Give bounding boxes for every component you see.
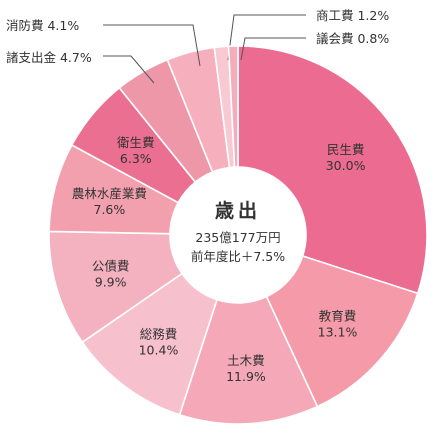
leader-line: [103, 24, 201, 67]
center-title: 歳出: [215, 199, 261, 222]
slice-label: 議会費 0.8%: [316, 31, 389, 46]
slice-e8adb0e4bc9ae8b2bb: [227, 45, 239, 168]
slice-e69599e882b2e8b2bb: [265, 255, 419, 408]
slice-label: 土木費 11.9%: [226, 353, 266, 384]
slice-label: 消防費 4.1%: [6, 18, 79, 33]
center-total: 235億177万円: [195, 230, 280, 245]
leader-line: [227, 14, 306, 61]
slice-label: 諸支出金 4.7%: [6, 50, 92, 65]
slice-label: 商工費 1.2%: [316, 8, 389, 23]
slice-label: 農林水産業費 7.6%: [72, 186, 147, 217]
leader-line: [103, 55, 155, 84]
slice-label: 教育費 13.1%: [318, 308, 358, 339]
slice-label: 公債費 9.9%: [92, 258, 130, 289]
center-change: 前年度比＋7.5%: [191, 249, 285, 264]
slice-label: 民生費 30.0%: [326, 142, 366, 173]
slice-e59c9fe69ca8e8b2bb: [178, 295, 319, 425]
donut-center: [171, 168, 305, 302]
slice-label: 衛生費 6.3%: [117, 135, 155, 166]
slice-label: 総務費 10.4%: [139, 327, 179, 358]
slice-e6b091e7949fe8b2bb: [237, 45, 428, 295]
leader-line: [240, 37, 306, 61]
